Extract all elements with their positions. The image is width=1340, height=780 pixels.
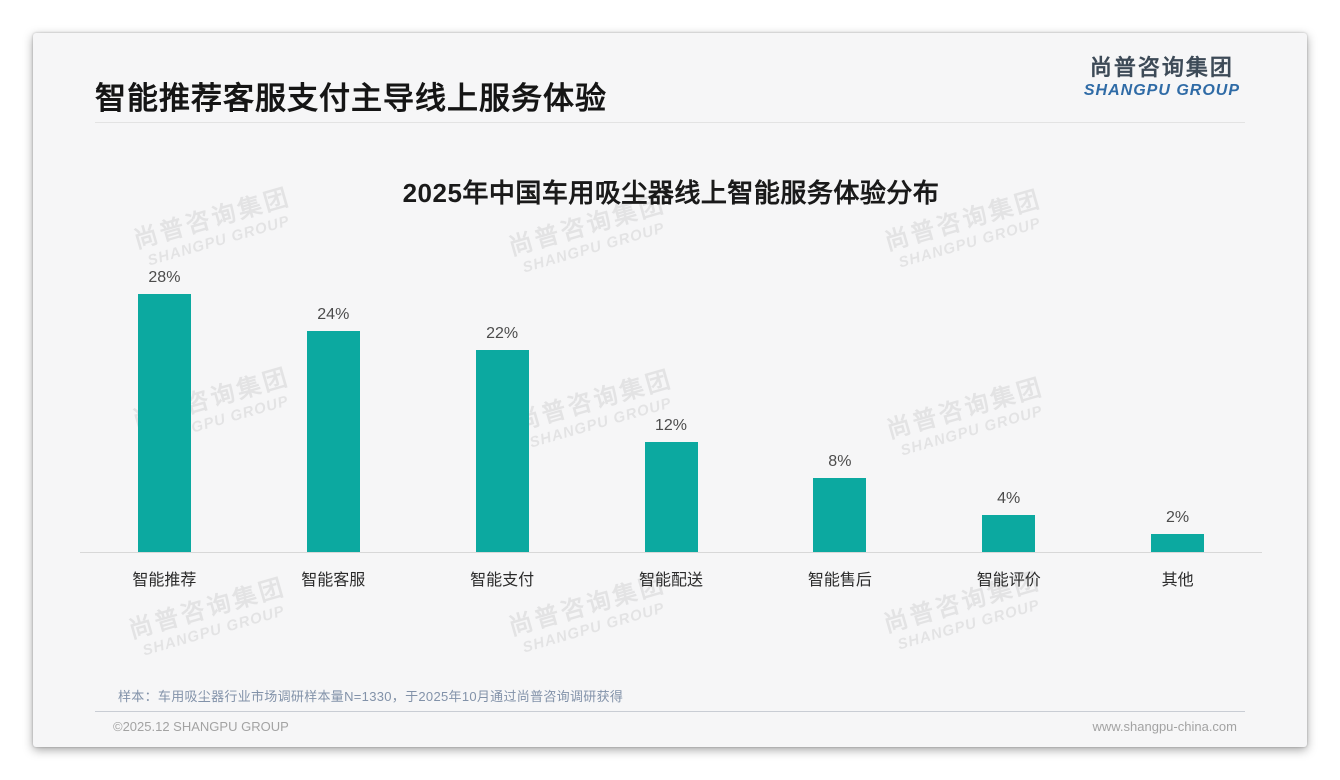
company-logo-en: SHANGPU GROUP <box>1083 82 1240 99</box>
chart-column: 24% <box>249 306 418 552</box>
company-logo-cn: 尚普咨询集团 <box>1089 55 1234 80</box>
bar <box>306 331 360 552</box>
category-label: 智能支付 <box>470 572 535 589</box>
title-divider <box>95 122 1245 123</box>
chart-column: 2% <box>1093 509 1262 552</box>
chart-category-axis: 智能推荐 智能客服 智能支付 智能配送 智能售后 智能评价 其他 <box>80 553 1262 590</box>
bar-value-label: 4% <box>997 490 1021 507</box>
chart-column: 4% <box>924 490 1093 552</box>
bar <box>982 515 1036 552</box>
bar-value-label: 22% <box>486 325 519 342</box>
category-label: 智能售后 <box>807 572 872 589</box>
brand-watermark-en: SHANGPU GROUP <box>520 599 667 657</box>
brand-watermark-en: SHANGPU GROUP <box>140 602 287 660</box>
bar <box>137 294 191 552</box>
bar-chart: 28% 24% 22% 12% 8% 4% 2% 智能推荐 智能客服 智能支付 智能配送 智能售后智… <box>80 263 1262 590</box>
sample-footnote: 样本：车用吸尘器行业市场调研样本量N=1330，于2025年10月通过尚普咨询调… <box>118 689 624 704</box>
category-label: 智能评价 <box>976 572 1041 589</box>
slide-card: 智能推荐客服支付主导线上服务体验 尚普咨询集团 SHANGPU GROUP 尚普… <box>33 33 1307 747</box>
footer-divider <box>95 711 1245 712</box>
chart-column: 22% <box>418 325 587 552</box>
chart-column: 8% <box>755 453 924 552</box>
brand-watermark-en: SHANGPU GROUP <box>895 596 1042 654</box>
bar <box>1151 534 1205 552</box>
category-label: 智能配送 <box>639 572 704 589</box>
category-label: 智能客服 <box>301 572 366 589</box>
bar <box>475 350 529 552</box>
page-title: 智能推荐客服支付主导线上服务体验 <box>95 81 607 116</box>
bar-value-label: 28% <box>148 269 181 286</box>
chart-plot-area: 28% 24% 22% 12% 8% 4% 2% <box>80 263 1262 553</box>
footer-copyright: ©2025.12 SHANGPU GROUP <box>113 719 289 734</box>
bar-value-label: 12% <box>654 417 688 434</box>
bar-value-label: 24% <box>317 306 350 323</box>
footer-website: www.shangpu-china.com <box>1092 719 1237 734</box>
bar <box>644 442 698 552</box>
company-logo: 尚普咨询集团 SHANGPU GROUP <box>1084 55 1240 100</box>
category-label: 其他 <box>1161 572 1194 589</box>
bar-value-label: 8% <box>828 453 852 470</box>
category-label: 智能推荐 <box>132 572 197 589</box>
bar-value-label: 2% <box>1166 509 1190 526</box>
bar <box>813 478 867 552</box>
chart-title: 2025年中国车用吸尘器线上智能服务体验分布 <box>402 178 940 208</box>
chart-column: 12% <box>587 417 756 552</box>
chart-column: 28% <box>80 269 249 552</box>
